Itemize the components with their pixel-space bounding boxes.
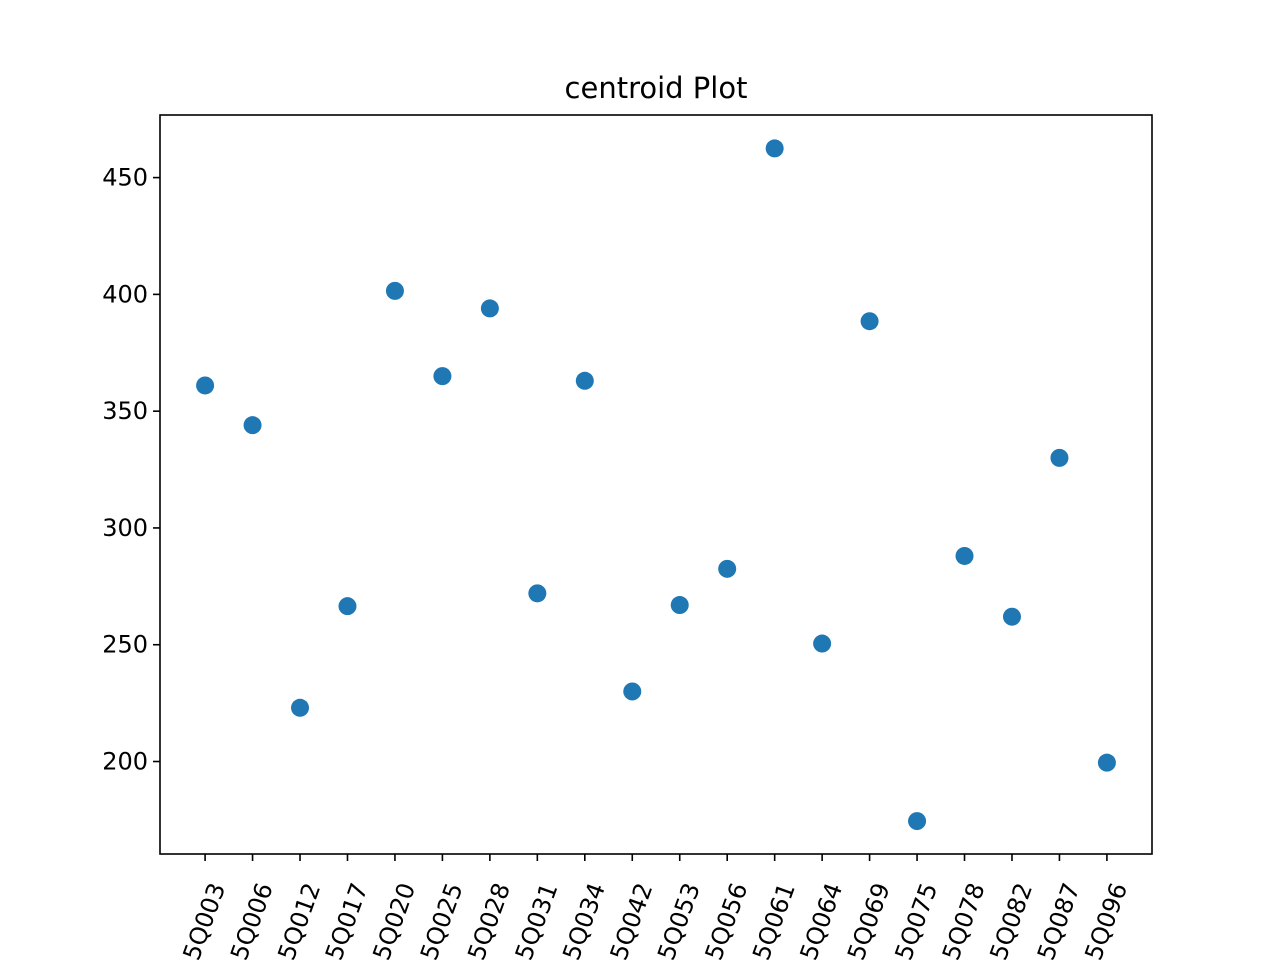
data-point	[243, 416, 262, 435]
data-points	[196, 139, 1116, 831]
data-point	[433, 367, 452, 386]
y-tick-label: 300	[102, 514, 148, 542]
data-point	[338, 597, 357, 616]
data-point	[575, 371, 594, 390]
data-point	[623, 682, 642, 701]
data-point	[1097, 753, 1116, 772]
data-point	[813, 634, 832, 653]
data-point	[908, 812, 927, 831]
y-axis: 200 250 300 350 400 450	[102, 164, 160, 776]
data-point	[860, 312, 879, 331]
data-point	[1050, 448, 1069, 467]
y-tick-label: 400	[102, 280, 148, 308]
chart-title: centroid Plot	[565, 71, 748, 105]
y-tick-label: 200	[102, 748, 148, 776]
data-point	[291, 698, 310, 717]
data-point	[955, 546, 974, 565]
y-tick-label: 350	[102, 397, 148, 425]
y-tick-label: 250	[102, 631, 148, 659]
plot-area-frame	[159, 114, 1153, 855]
data-point	[196, 376, 215, 395]
data-point	[765, 139, 784, 158]
data-point	[385, 281, 404, 300]
y-tick-label: 450	[102, 164, 148, 192]
data-point	[718, 559, 737, 578]
data-point	[480, 299, 499, 318]
data-point	[670, 596, 689, 615]
data-point	[528, 584, 547, 603]
data-point	[1002, 607, 1021, 626]
